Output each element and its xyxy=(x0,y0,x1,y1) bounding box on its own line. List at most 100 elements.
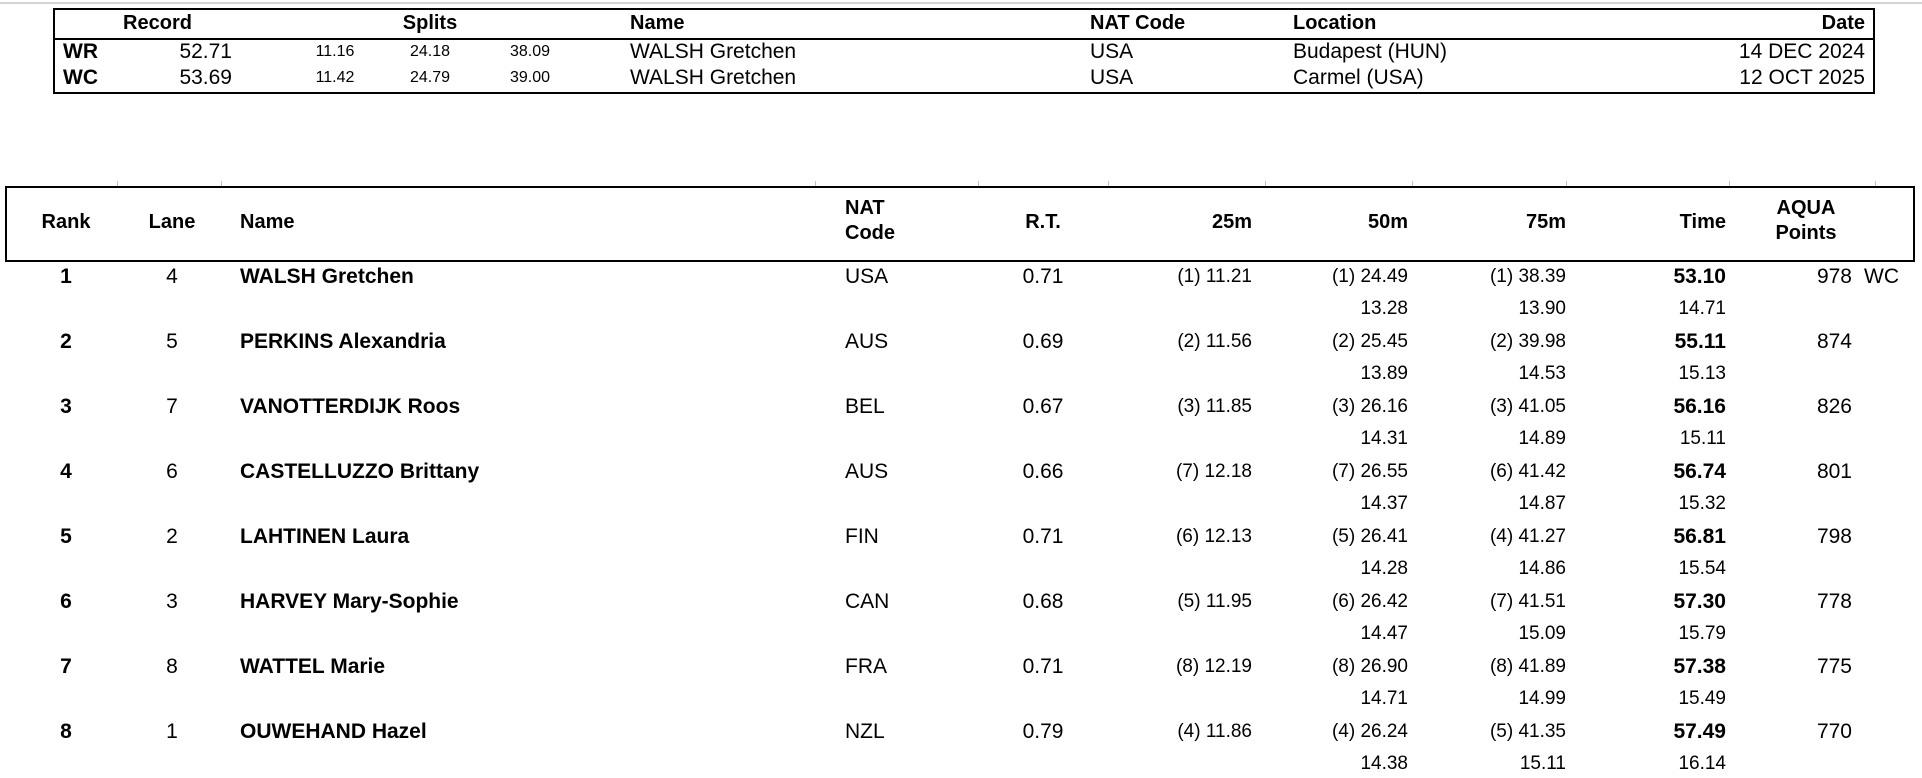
reaction-time-cell: 0.66 xyxy=(1022,460,1064,483)
aqua-points-cell: 978 xyxy=(1816,265,1852,288)
record-flag-cell xyxy=(1864,589,1918,615)
split-50m-cell: (7) 26.55 xyxy=(1331,461,1408,482)
nat-code-cell: NZL xyxy=(845,720,885,743)
results-header-lane: Lane xyxy=(148,211,196,233)
aqua-points-cell: 826 xyxy=(1816,395,1852,418)
lap-50m-cell: 14.37 xyxy=(1360,493,1408,514)
lane-cell: 5 xyxy=(166,330,178,353)
nat-code-cell: FRA xyxy=(845,655,887,678)
split-25m-cell: (5) 11.95 xyxy=(1177,591,1252,612)
record-flag-cell xyxy=(1864,459,1918,485)
grid-tick xyxy=(1265,181,1266,186)
record-table-header-row: Record Splits Name NAT Code Location Dat… xyxy=(55,10,1873,40)
record-flag-cell xyxy=(1864,654,1918,680)
swimmer-name-cell: WALSH Gretchen xyxy=(240,265,414,288)
lap-last-cell: 14.71 xyxy=(1678,298,1726,319)
table-row: 3 7 VANOTTERDIJK Roos BEL 0.67 (3) 11.85… xyxy=(0,388,1922,453)
results-header-75m: 75m xyxy=(1525,211,1566,233)
final-time-cell: 56.74 xyxy=(1673,460,1726,483)
split-50m-cell: (1) 24.49 xyxy=(1331,266,1408,287)
record-time: 52.71 xyxy=(179,40,232,63)
record-flag-cell xyxy=(1864,524,1918,550)
split-50m-cell: (2) 25.45 xyxy=(1331,331,1408,352)
split-50m-cell: (3) 26.16 xyxy=(1331,396,1408,417)
reaction-time-cell: 0.71 xyxy=(1022,525,1064,548)
record-holder-name: WALSH Gretchen xyxy=(630,40,797,63)
nat-code-cell: CAN xyxy=(845,590,890,613)
lap-50m-cell: 14.28 xyxy=(1360,558,1408,579)
reaction-time-cell: 0.79 xyxy=(1022,720,1064,743)
lane-cell: 8 xyxy=(166,655,178,678)
split-50m-cell: (6) 26.42 xyxy=(1331,591,1408,612)
table-row: 7 8 WATTEL Marie FRA 0.71 (8) 12.19 (8) … xyxy=(0,648,1922,713)
rank-cell: 4 xyxy=(60,460,72,483)
split-25m-cell: (7) 12.18 xyxy=(1175,461,1252,482)
aqua-points-cell: 775 xyxy=(1816,655,1852,678)
record-holder-name: WALSH Gretchen xyxy=(630,66,797,89)
swimmer-name-cell: OUWEHAND Hazel xyxy=(240,720,427,743)
table-row: 1 4 WALSH Gretchen USA 0.71 (1) 11.21 (1… xyxy=(0,258,1922,323)
lap-75m-cell: 14.99 xyxy=(1518,688,1566,709)
grid-tick xyxy=(221,181,222,186)
final-time-cell: 57.38 xyxy=(1673,655,1726,678)
swimmer-name-cell: CASTELLUZZO Brittany xyxy=(240,460,480,483)
grid-tick xyxy=(117,181,118,186)
lane-cell: 7 xyxy=(166,395,178,418)
lap-75m-cell: 15.09 xyxy=(1518,623,1566,644)
record-table: Record Splits Name NAT Code Location Dat… xyxy=(53,8,1875,94)
reaction-time-cell: 0.69 xyxy=(1022,330,1064,353)
table-row: 8 1 OUWEHAND Hazel NZL 0.79 (4) 11.86 (4… xyxy=(0,713,1922,778)
swimmer-name-cell: LAHTINEN Laura xyxy=(240,525,410,548)
record-location: Budapest (HUN) xyxy=(1293,40,1448,63)
final-time-cell: 57.30 xyxy=(1673,590,1726,613)
results-header-time: Time xyxy=(1679,211,1726,233)
split-25m-cell: (3) 11.85 xyxy=(1177,396,1252,417)
rank-cell: 5 xyxy=(60,525,72,548)
lap-50m-cell: 14.38 xyxy=(1360,753,1408,774)
record-split-75: 39.00 xyxy=(509,69,551,86)
rank-cell: 3 xyxy=(60,395,72,418)
record-nat-code: USA xyxy=(1090,66,1134,89)
lap-75m-cell: 15.11 xyxy=(1519,753,1566,774)
table-row: 4 6 CASTELLUZZO Brittany AUS 0.66 (7) 12… xyxy=(0,453,1922,518)
split-75m-cell: (6) 41.42 xyxy=(1489,461,1566,482)
results-header-25m: 25m xyxy=(1211,211,1252,233)
record-row-wc: WC 53.69 11.42 24.79 39.00 WALSH Gretche… xyxy=(55,65,1873,91)
record-header-location: Location xyxy=(1293,12,1377,34)
lap-50m-cell: 14.71 xyxy=(1360,688,1408,709)
nat-code-cell: FIN xyxy=(845,525,879,548)
rank-cell: 8 xyxy=(60,720,72,743)
results-header-rt: R.T. xyxy=(1025,211,1061,233)
rank-cell: 2 xyxy=(60,330,72,353)
results-header-nat-line2: Code xyxy=(845,222,895,244)
aqua-points-cell: 798 xyxy=(1816,525,1852,548)
aqua-points-cell: 874 xyxy=(1816,330,1852,353)
lane-cell: 1 xyxy=(166,720,178,743)
results-header-50m: 50m xyxy=(1367,211,1408,233)
final-time-cell: 55.11 xyxy=(1674,330,1726,353)
record-time: 53.69 xyxy=(179,66,232,89)
swimmer-name-cell: VANOTTERDIJK Roos xyxy=(240,395,461,418)
lap-last-cell: 15.11 xyxy=(1679,428,1726,449)
results-header-nat-line1: NAT xyxy=(845,197,885,219)
results-header-rank: Rank xyxy=(41,211,91,233)
nat-code-cell: AUS xyxy=(845,460,889,483)
rank-cell: 7 xyxy=(60,655,72,678)
split-75m-cell: (8) 41.89 xyxy=(1489,656,1566,677)
final-time-cell: 56.81 xyxy=(1673,525,1726,548)
aqua-points-cell: 801 xyxy=(1816,460,1852,483)
grid-tick xyxy=(815,181,816,186)
split-25m-cell: (6) 12.13 xyxy=(1175,526,1252,547)
split-25m-cell: (4) 11.86 xyxy=(1177,721,1252,742)
rank-cell: 1 xyxy=(60,265,72,288)
results-header-name: Name xyxy=(240,211,295,233)
lane-cell: 4 xyxy=(166,265,178,288)
record-tag: WC xyxy=(63,66,98,89)
lap-75m-cell: 14.87 xyxy=(1518,493,1566,514)
lap-last-cell: 16.14 xyxy=(1678,753,1726,774)
rank-cell: 6 xyxy=(60,590,72,613)
lap-last-cell: 15.49 xyxy=(1678,688,1726,709)
record-split-50: 24.18 xyxy=(409,43,451,60)
